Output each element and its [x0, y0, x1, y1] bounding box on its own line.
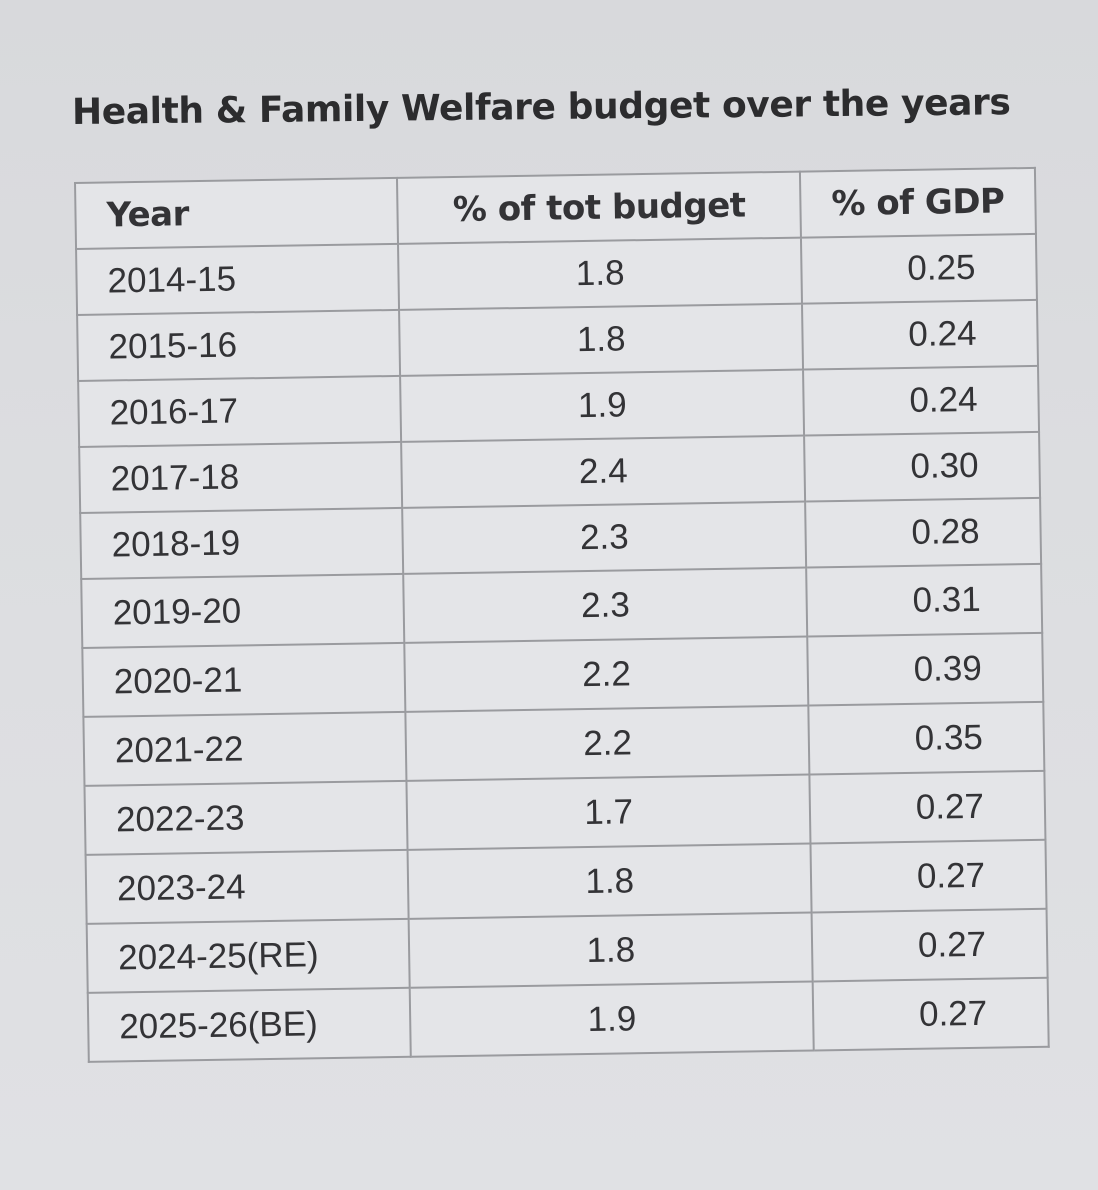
- percent-gdp-cell: 0.24: [802, 299, 1039, 370]
- percent-gdp-cell: 0.30: [804, 431, 1041, 502]
- percent-total-budget-cell: 1.8: [399, 303, 804, 376]
- year-cell: 2015-16: [77, 309, 401, 381]
- year-cell: 2019-20: [81, 573, 405, 648]
- percent-gdp-cell: 0.39: [807, 632, 1044, 706]
- year-cell: 2025-26(BE): [87, 987, 412, 1062]
- year-cell: 2018-19: [80, 507, 404, 579]
- year-cell: 2016-17: [78, 375, 402, 447]
- percent-gdp-cell: 0.27: [810, 839, 1047, 913]
- percent-total-budget-cell: 2.4: [401, 435, 806, 508]
- percent-gdp-cell: 0.24: [803, 365, 1040, 436]
- budget-table-container: Year % of tot budget % of GDP 2014-15 1.8…: [74, 166, 1050, 1063]
- table-row: 2025-26(BE) 1.9 0.27: [87, 977, 1049, 1062]
- percent-gdp-cell: 0.28: [805, 497, 1042, 568]
- year-cell: 2014-15: [76, 243, 400, 315]
- percent-gdp-cell: 0.27: [811, 908, 1048, 982]
- percent-gdp-cell: 0.25: [801, 233, 1037, 304]
- percent-total-budget-cell: 1.8: [408, 912, 813, 988]
- percent-total-budget-cell: 2.2: [404, 636, 809, 712]
- header-percent-gdp: % of GDP: [799, 167, 1036, 238]
- year-cell: 2024-25(RE): [86, 918, 411, 993]
- percent-total-budget-cell: 1.8: [407, 843, 812, 919]
- budget-table: Year % of tot budget % of GDP 2014-15 1.8…: [74, 166, 1050, 1063]
- percent-total-budget-cell: 1.9: [410, 981, 814, 1057]
- percent-gdp-cell: 0.31: [806, 563, 1043, 637]
- table-body: 2014-15 1.8 0.25 2015-16 1.8 0.24 2016-17 1.9 0.…: [76, 233, 1049, 1062]
- percent-total-budget-cell: 1.9: [400, 369, 805, 442]
- percent-gdp-cell: 0.35: [808, 701, 1045, 775]
- percent-total-budget-cell: 2.3: [402, 501, 807, 574]
- percent-gdp-cell: 0.27: [809, 770, 1046, 844]
- percent-total-budget-cell: 1.8: [398, 237, 803, 310]
- header-percent-total-budget: % of tot budget: [397, 171, 802, 244]
- year-cell: 2020-21: [82, 642, 406, 717]
- header-year: Year: [75, 177, 399, 249]
- year-cell: 2021-22: [83, 711, 407, 786]
- percent-total-budget-cell: 2.2: [405, 705, 810, 781]
- percent-total-budget-cell: 1.7: [406, 774, 811, 850]
- document-title: Health & Family Welfare budget over the …: [71, 82, 1011, 133]
- percent-total-budget-cell: 2.3: [403, 567, 808, 643]
- year-cell: 2022-23: [84, 780, 408, 855]
- percent-gdp-cell: 0.27: [812, 977, 1049, 1051]
- year-cell: 2017-18: [79, 441, 403, 513]
- year-cell: 2023-24: [85, 849, 409, 924]
